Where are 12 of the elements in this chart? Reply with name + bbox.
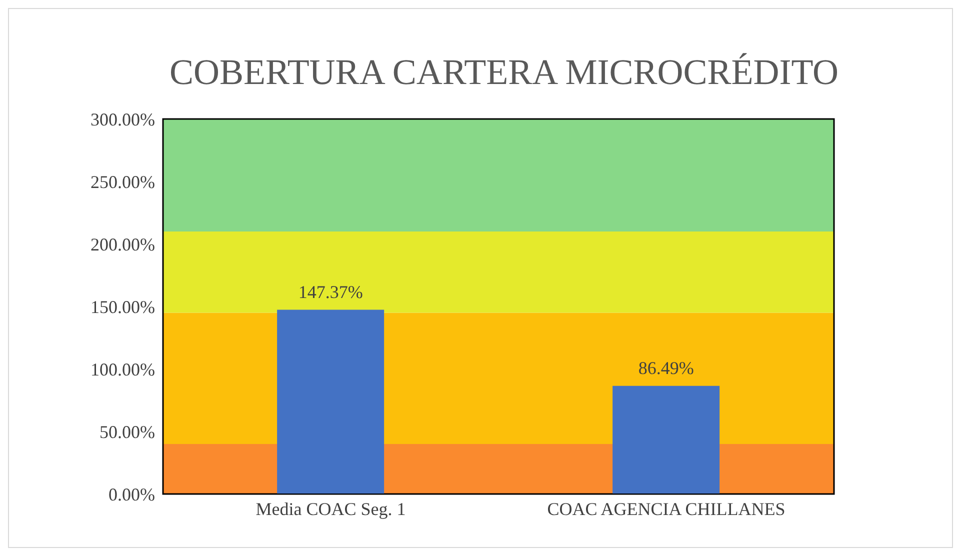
data-label: 147.37% (298, 282, 363, 302)
y-tick-label: 50.00% (100, 422, 155, 442)
y-tick-label: 250.00% (90, 172, 155, 192)
y-tick-label: 200.00% (90, 234, 155, 254)
y-tick-label: 150.00% (90, 296, 155, 317)
y-tick-label: 0.00% (108, 484, 155, 504)
x-tick-label: Media COAC Seg. 1 (256, 498, 406, 519)
y-tick-label: 300.00% (90, 109, 155, 130)
x-tick-label: COAC AGENCIA CHILLANES (547, 498, 786, 519)
y-tick-label: 100.00% (90, 359, 155, 380)
data-label: 86.49% (638, 358, 694, 378)
chart-title: COBERTURA CARTERA MICROCRÉDITO (168, 51, 840, 93)
